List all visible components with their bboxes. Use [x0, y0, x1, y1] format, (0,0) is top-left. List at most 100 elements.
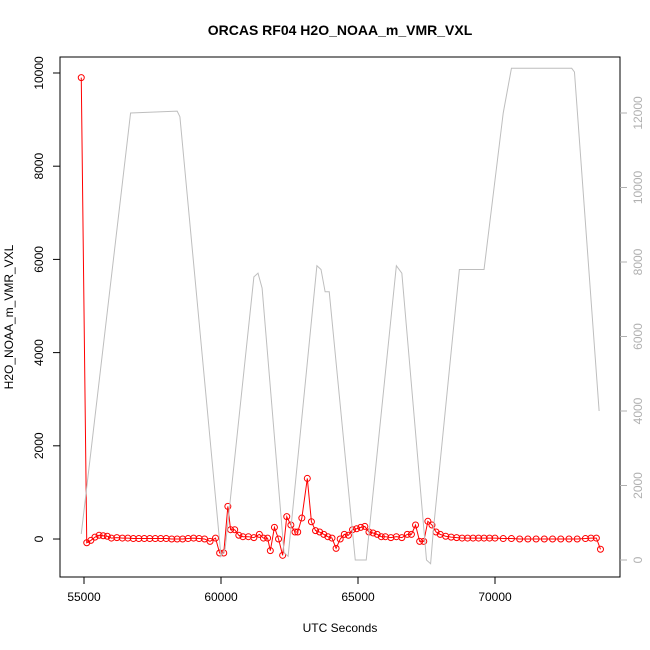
data-point: [328, 534, 336, 542]
data-point: [353, 525, 361, 533]
data-point: [151, 535, 159, 543]
data-point: [424, 517, 432, 525]
data-point: [469, 534, 477, 542]
y-tick-label: 6000: [32, 246, 46, 273]
data-point: [298, 514, 306, 522]
data-point: [532, 535, 540, 543]
y2-tick-label: 6000: [631, 323, 645, 350]
y2-tick-label: 8000: [631, 248, 645, 275]
data-point: [224, 502, 232, 510]
data-point: [565, 535, 573, 543]
data-point: [557, 535, 565, 543]
data-point: [95, 531, 103, 539]
data-point: [428, 521, 436, 529]
data-point: [206, 537, 214, 545]
data-point: [275, 535, 283, 543]
y-tick-label: 2000: [32, 432, 46, 459]
y-tick-label: 4000: [32, 339, 46, 366]
data-point: [587, 534, 595, 542]
y-tick-label: 10000: [32, 56, 46, 90]
data-point: [168, 535, 176, 543]
data-point: [357, 523, 365, 531]
data-point: [279, 551, 287, 559]
data-point: [373, 530, 381, 538]
data-point: [129, 535, 137, 543]
data-point: [255, 530, 263, 538]
data-point: [118, 534, 126, 542]
data-point: [91, 533, 99, 541]
y2-tick-label: 10000: [631, 170, 645, 204]
data-point: [336, 535, 344, 543]
data-point: [464, 534, 472, 542]
data-point: [507, 535, 515, 543]
data-point: [516, 535, 524, 543]
data-point: [83, 539, 91, 547]
data-point: [340, 530, 348, 538]
data-point: [332, 544, 340, 552]
data-point: [361, 522, 369, 530]
data-point: [266, 547, 274, 555]
data-point: [573, 535, 581, 543]
data-point: [420, 537, 428, 545]
data-point: [458, 534, 466, 542]
data-point: [480, 534, 488, 542]
data-point: [291, 528, 299, 536]
data-point: [103, 532, 111, 540]
data-point: [486, 534, 494, 542]
x-tick-label: 60000: [204, 590, 238, 604]
y-tick-label: 8000: [32, 153, 46, 180]
data-point: [146, 535, 154, 543]
data-point: [592, 534, 600, 542]
data-point: [549, 535, 557, 543]
x-tick-label: 65000: [341, 590, 375, 604]
data-point: [259, 534, 267, 542]
data-point: [369, 529, 377, 537]
data-point: [491, 534, 499, 542]
data-point: [212, 534, 220, 542]
data-point: [231, 526, 239, 534]
data-point: [173, 535, 181, 543]
data-point: [77, 74, 85, 82]
data-point: [157, 535, 165, 543]
y2-tick-label: 12000: [631, 96, 645, 130]
data-point: [403, 530, 411, 538]
data-point: [407, 530, 415, 538]
data-point: [264, 534, 272, 542]
data-point: [99, 532, 107, 540]
data-point: [320, 530, 328, 538]
y2-tick-label: 2000: [631, 472, 645, 499]
x-axis-label: UTC Seconds: [303, 621, 378, 635]
data-point: [596, 545, 604, 553]
data-point: [377, 533, 385, 541]
data-point: [140, 535, 148, 543]
data-point: [235, 531, 243, 539]
y2-tick-label: 4000: [631, 397, 645, 424]
y-axis-label: H2O_NOAA_m_VMR_VXL: [2, 244, 16, 389]
data-point: [316, 528, 324, 536]
data-point: [250, 534, 258, 542]
data-point: [524, 535, 532, 543]
data-point: [283, 513, 291, 521]
y2-tick-label: 0: [631, 556, 645, 563]
data-point: [398, 534, 406, 542]
data-point: [475, 534, 483, 542]
data-point: [416, 537, 424, 545]
data-point: [412, 521, 420, 529]
data-point: [312, 527, 320, 535]
data-point: [294, 528, 302, 536]
plot-box: [59, 56, 621, 578]
data-point: [307, 518, 315, 526]
x-tick-label: 55000: [67, 590, 101, 604]
data-point: [324, 533, 332, 541]
series-line: [80, 77, 601, 556]
y-tick-label: 0: [32, 535, 46, 542]
x-tick-label: 70000: [478, 590, 512, 604]
data-point: [499, 535, 507, 543]
chart-title: ORCAS RF04 H2O_NOAA_m_VMR_VXL: [208, 22, 473, 38]
data-point: [344, 531, 352, 539]
data-point: [135, 535, 143, 543]
data-point: [239, 533, 247, 541]
data-point: [270, 523, 278, 531]
data-point: [540, 535, 548, 543]
